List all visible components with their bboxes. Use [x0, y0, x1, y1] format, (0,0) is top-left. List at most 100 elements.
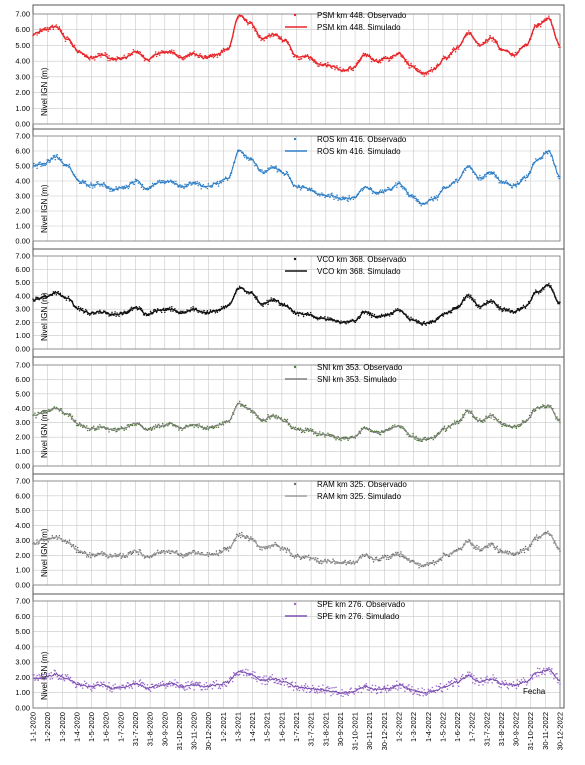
observed-point — [65, 542, 68, 545]
observed-point — [120, 557, 122, 559]
observed-point — [319, 195, 321, 197]
observed-point — [37, 411, 39, 414]
observed-point — [61, 673, 64, 676]
observed-point — [248, 293, 250, 295]
observed-point — [348, 195, 350, 197]
observed-point — [276, 33, 278, 35]
observed-point — [54, 290, 57, 293]
observed-point — [149, 690, 152, 692]
observed-point — [550, 405, 552, 407]
observed-point — [81, 687, 84, 689]
observed-point — [206, 688, 209, 690]
observed-point — [311, 684, 314, 687]
observed-point — [496, 681, 498, 684]
observed-point — [40, 165, 42, 168]
observed-point — [340, 320, 342, 322]
observed-point — [169, 680, 171, 683]
observed-point — [288, 549, 291, 551]
observed-point — [546, 667, 548, 670]
observed-point — [167, 424, 169, 427]
observed-point — [292, 185, 295, 188]
observed-point — [512, 183, 515, 185]
observed-point — [170, 684, 172, 687]
observed-point — [493, 676, 495, 679]
observed-point — [151, 182, 154, 185]
observed-point — [312, 433, 315, 435]
y-tick-label: 3.00 — [15, 536, 30, 545]
observed-point — [455, 178, 458, 180]
observed-point — [358, 685, 361, 687]
observed-point — [180, 552, 182, 555]
observed-point — [497, 418, 499, 421]
observed-point — [267, 680, 269, 683]
observed-point — [108, 55, 110, 57]
observed-point — [453, 677, 456, 679]
observed-point — [282, 678, 285, 681]
observed-point — [221, 421, 224, 423]
observed-point — [53, 154, 56, 157]
observed-point — [87, 555, 90, 558]
observed-point — [414, 438, 416, 440]
observed-point — [65, 675, 68, 678]
observed-point — [205, 428, 208, 430]
observed-point — [485, 677, 487, 679]
observed-point — [98, 312, 100, 315]
observed-point — [215, 680, 218, 682]
observed-point — [274, 417, 276, 419]
observed-point — [331, 67, 333, 69]
observed-point — [529, 674, 532, 676]
observed-point — [327, 316, 329, 318]
observed-point — [150, 556, 153, 558]
observed-point — [174, 308, 176, 310]
observed-point — [430, 322, 433, 324]
panel-2: 7.00 6.00 5.00 4.00 3.00 2.00 1.00 0.00 Nivel IG… — [15, 128, 565, 250]
observed-point — [170, 52, 172, 54]
observed-point — [178, 686, 180, 689]
observed-point — [286, 683, 289, 686]
observed-point — [218, 310, 221, 312]
observed-point — [476, 677, 478, 680]
observed-point — [56, 675, 59, 678]
observed-point — [231, 680, 234, 683]
observed-point — [83, 550, 86, 553]
observed-point — [247, 669, 249, 671]
observed-point — [478, 179, 480, 181]
observed-point — [66, 36, 69, 38]
observed-point — [42, 410, 44, 413]
observed-point — [104, 52, 106, 54]
observed-point — [397, 689, 399, 691]
observed-point — [307, 554, 310, 556]
observed-point — [489, 173, 491, 175]
observed-point — [539, 291, 542, 293]
observed-point — [211, 53, 214, 56]
observed-point — [157, 682, 160, 685]
observed-point — [192, 305, 194, 308]
observed-point — [305, 691, 308, 694]
observed-point — [48, 673, 50, 675]
y-axis-label: Nivel IGN (m) — [40, 184, 49, 233]
observed-point — [369, 187, 372, 189]
observed-point — [372, 561, 375, 563]
y-tick-label: 1.00 — [15, 688, 30, 697]
observed-point — [319, 431, 321, 433]
observed-point — [67, 415, 70, 417]
observed-point — [42, 673, 44, 676]
observed-point — [380, 313, 383, 315]
observed-point — [119, 688, 121, 691]
observed-point — [144, 427, 147, 429]
observed-point — [51, 534, 54, 537]
observed-point — [414, 195, 416, 197]
observed-point — [222, 47, 225, 50]
observed-point — [523, 551, 526, 554]
observed-point — [93, 683, 95, 685]
observed-point — [533, 410, 536, 412]
observed-point — [300, 187, 303, 190]
observed-point — [201, 551, 203, 554]
observed-point — [480, 179, 482, 181]
observed-point — [461, 414, 464, 416]
observed-point — [324, 315, 326, 318]
observed-point — [285, 420, 288, 422]
observed-point — [292, 312, 295, 314]
observed-point — [395, 182, 397, 184]
observed-point — [511, 186, 514, 189]
